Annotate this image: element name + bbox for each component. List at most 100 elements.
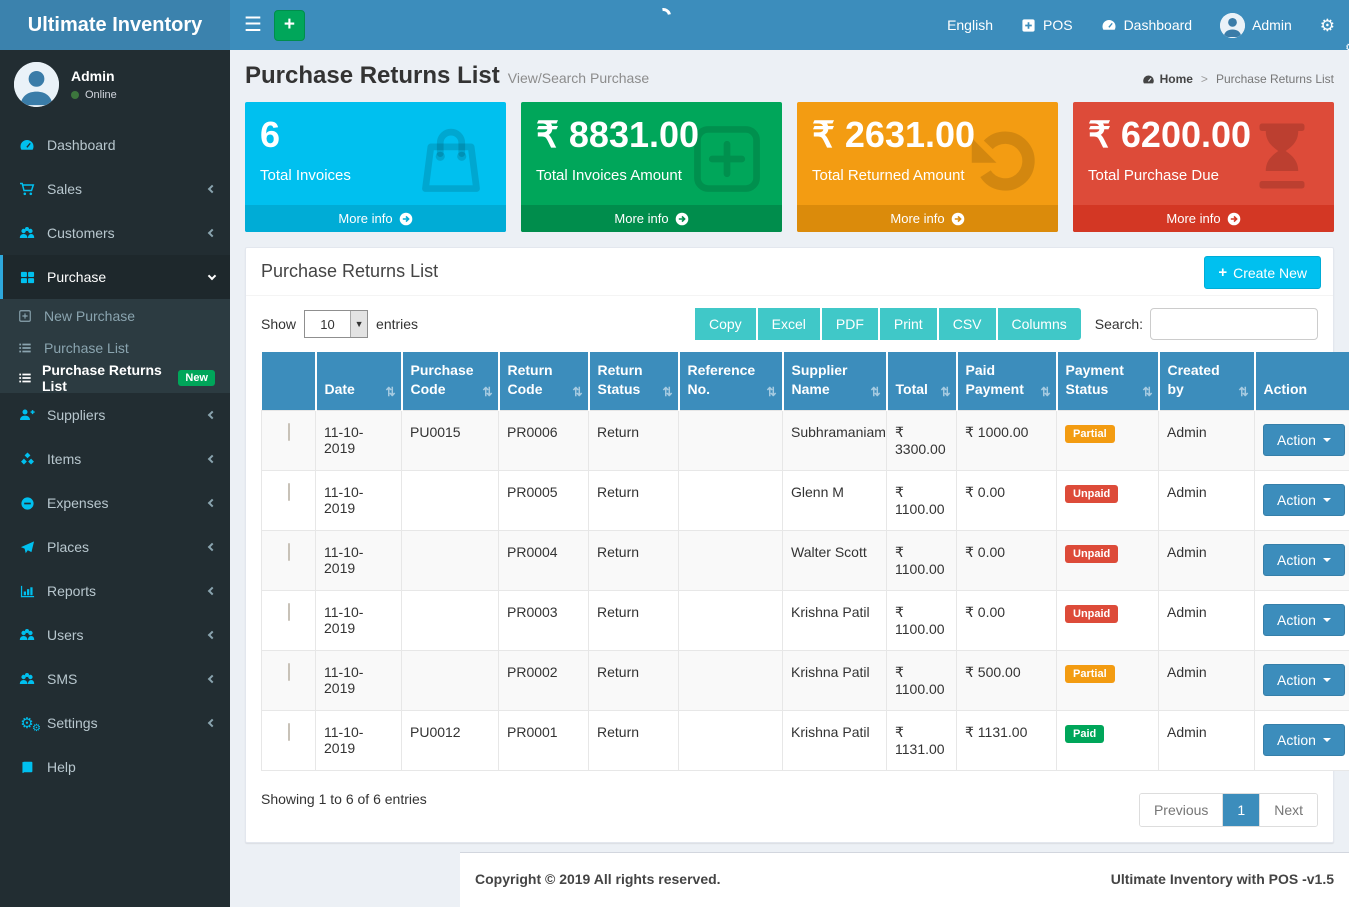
sidebar-item-items[interactable]: Items: [0, 437, 230, 481]
sidebar-item-dashboard[interactable]: Dashboard: [0, 123, 230, 167]
col-reference-no[interactable]: Reference No. ⇅: [678, 352, 784, 411]
more-info-link[interactable]: More info: [1073, 205, 1334, 232]
chevron-down-icon: [207, 271, 217, 280]
cell-return-status: Return: [588, 469, 679, 531]
page-length-select[interactable]: 10 ▼: [304, 310, 369, 338]
nav-pos[interactable]: POS: [1007, 0, 1087, 50]
export-button[interactable]: Columns: [997, 308, 1081, 340]
sort-icon: ⇅: [766, 384, 777, 399]
action-button[interactable]: Action: [1263, 663, 1345, 696]
cell-supplier-name: Krishna Patil: [782, 709, 887, 771]
sidebar-item-help[interactable]: Help: [0, 745, 230, 789]
action-button[interactable]: Action: [1263, 423, 1345, 456]
search-label: Search:: [1094, 316, 1143, 332]
sidebar-subitem-purchase-returns-list[interactable]: Purchase Returns List New: [0, 362, 230, 394]
table-row: 11-10-2019 PU0012 PR0001 Return Krishna …: [261, 709, 1349, 771]
caret-down-icon: [1322, 557, 1331, 562]
row-checkbox[interactable]: [287, 482, 290, 501]
col-purchase-code[interactable]: Purchase Code ⇅: [401, 352, 500, 411]
col-date[interactable]: Date ⇅: [315, 352, 403, 411]
action-button[interactable]: Action: [1263, 543, 1345, 576]
app-brand[interactable]: Ultimate Inventory: [0, 0, 230, 50]
row-checkbox[interactable]: [287, 602, 290, 621]
more-info-link[interactable]: More info: [797, 205, 1058, 232]
col-created-by[interactable]: Created by ⇅: [1158, 352, 1256, 411]
sidebar-item-users[interactable]: Users: [0, 613, 230, 657]
sidebar-item-sales[interactable]: Sales: [0, 167, 230, 211]
sidebar-item-settings[interactable]: ⚙ ⚙ Settings: [0, 701, 230, 745]
chevron-left-icon: [207, 228, 217, 238]
table-info: Showing 1 to 6 of 6 entries: [261, 790, 427, 807]
sidebar-item-sms[interactable]: SMS: [0, 657, 230, 701]
pagination-next[interactable]: Next: [1260, 793, 1317, 826]
payment-status-badge: Unpaid: [1065, 604, 1119, 623]
nav-dashboard[interactable]: Dashboard: [1087, 0, 1207, 50]
sort-icon: ⇅: [482, 384, 493, 399]
export-button[interactable]: CSV: [938, 308, 998, 340]
action-button[interactable]: Action: [1263, 603, 1345, 636]
cell-supplier-name: Walter Scott: [782, 529, 887, 591]
sidebar-user-name: Admin: [71, 68, 115, 84]
export-button[interactable]: Excel: [757, 308, 822, 340]
footer-copyright: Copyright © 2019 All rights reserved.: [475, 871, 721, 887]
export-button[interactable]: Print: [879, 308, 939, 340]
page-footer: Copyright © 2019 All rights reserved. Ul…: [460, 852, 1349, 907]
cell-total: ₹ 1100.00: [886, 589, 957, 651]
sidebar-item-expenses[interactable]: Expenses: [0, 481, 230, 525]
col-total[interactable]: Total ⇅: [886, 352, 958, 411]
online-dot-icon: [71, 91, 79, 99]
menu-toggle-icon[interactable]: ☰: [244, 14, 262, 36]
col-return-status[interactable]: Return Status ⇅: [588, 352, 680, 411]
page-subtitle: View/Search Purchase: [507, 70, 650, 86]
entries-label: entries: [376, 316, 419, 332]
pagination-page-1[interactable]: 1: [1223, 793, 1261, 826]
more-info-link[interactable]: More info: [521, 205, 782, 232]
export-button[interactable]: PDF: [821, 308, 880, 340]
show-label: Show: [261, 316, 297, 332]
cell-reference-no: [678, 529, 783, 591]
grid-icon: [18, 270, 36, 285]
sidebar-subitem-new-purchase[interactable]: New Purchase: [0, 299, 230, 333]
pagination: Previous 1 Next: [1138, 792, 1318, 827]
cell-purchase-code: [401, 469, 499, 531]
row-checkbox[interactable]: [287, 422, 290, 441]
plus-icon: +: [1218, 264, 1228, 281]
breadcrumb-home[interactable]: Home: [1142, 72, 1193, 86]
sidebar-item-customers[interactable]: Customers: [0, 211, 230, 255]
export-button[interactable]: Copy: [694, 308, 758, 340]
col-payment-status[interactable]: Payment Status ⇅: [1056, 352, 1160, 411]
action-button[interactable]: Action: [1263, 723, 1345, 756]
avatar: [1220, 12, 1246, 38]
chevron-left-icon: [207, 542, 217, 552]
pagination-previous[interactable]: Previous: [1139, 793, 1224, 826]
action-button[interactable]: Action: [1263, 483, 1345, 516]
sidebar-item-purchase[interactable]: Purchase: [0, 255, 230, 299]
row-checkbox[interactable]: [287, 542, 290, 561]
create-new-button[interactable]: + Create New: [1204, 256, 1321, 289]
col-return-code[interactable]: Return Code ⇅: [498, 352, 590, 411]
stat-label: Total Returned Amount: [812, 167, 965, 185]
sort-icon: ⇅: [1040, 384, 1051, 399]
sidebar-item-places[interactable]: Places: [0, 525, 230, 569]
search-input[interactable]: [1150, 308, 1318, 340]
cart-icon: [18, 181, 36, 197]
sidebar-item-suppliers[interactable]: Suppliers: [0, 393, 230, 437]
caret-down-icon: [1322, 497, 1331, 502]
row-checkbox[interactable]: [287, 722, 290, 741]
payment-status-badge: Unpaid: [1065, 484, 1119, 503]
more-info-link[interactable]: More info: [245, 205, 506, 232]
cell-created-by: Admin: [1158, 709, 1255, 771]
nav-user[interactable]: Admin: [1206, 0, 1306, 50]
row-checkbox[interactable]: [287, 662, 290, 681]
col-supplier-name[interactable]: Supplier Name ⇅: [782, 352, 888, 411]
stat-value: 6: [260, 114, 281, 155]
nav-language[interactable]: English: [947, 17, 993, 33]
settings-cogs-icon[interactable]: ⚙⚙: [1319, 15, 1349, 54]
quick-add-button[interactable]: +: [273, 9, 305, 41]
sidebar-subitem-purchase-list[interactable]: Purchase List: [0, 333, 230, 363]
tachometer-icon: [18, 137, 36, 153]
sidebar-item-reports[interactable]: Reports: [0, 569, 230, 613]
stat-value: ₹ 8831.00: [536, 114, 700, 155]
col-paid-payment[interactable]: Paid Payment ⇅: [956, 352, 1058, 411]
page-title: Purchase Returns List: [245, 62, 500, 89]
